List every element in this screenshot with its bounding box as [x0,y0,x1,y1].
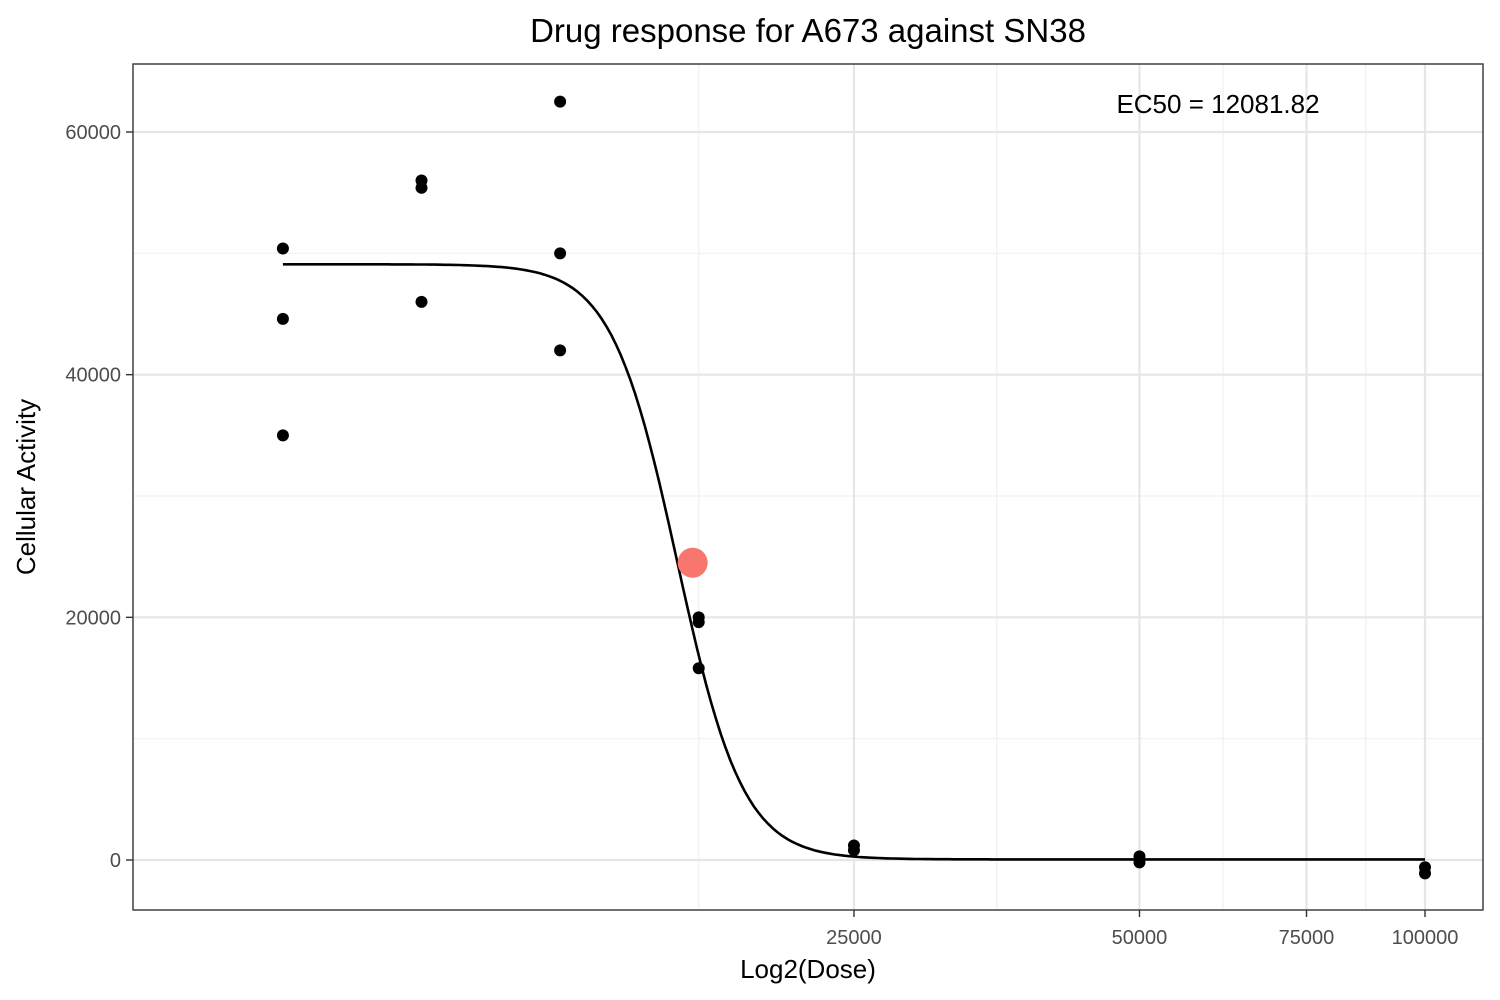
y-tick-label: 60000 [65,122,121,144]
plot-panel [132,63,1484,911]
y-tick-label: 40000 [65,365,121,387]
y-tick-label: 20000 [65,607,121,629]
y-tick-label: 0 [110,850,121,872]
grid-lines [133,64,1483,910]
x-tick-label: 100000 [1392,927,1459,949]
chart-title: Drug response for A673 against SN38 [530,12,1086,49]
data-point [554,95,567,108]
data-points [276,95,1431,880]
data-point [415,295,428,308]
data-point [692,662,705,675]
data-point [847,844,860,857]
data-point [554,247,567,260]
ec50-point [677,547,708,578]
data-point [692,616,705,629]
axis-ticks: 0 20000 40000 60000 25000 50000 75000 100000 [65,122,1458,949]
x-axis-title: Log2(Dose) [740,954,876,984]
fit-curve [282,263,1425,861]
x-tick-label: 50000 [1112,927,1168,949]
x-tick-label: 25000 [826,927,882,949]
data-point [415,181,428,194]
data-point [554,344,567,357]
ec50-annotation: EC50 = 12081.82 [1116,89,1319,119]
data-point [1133,856,1146,869]
data-point [276,242,289,255]
data-point [276,429,289,442]
data-point [276,312,289,325]
x-tick-label: 75000 [1279,927,1335,949]
y-axis-title: Cellular Activity [11,399,41,575]
data-point [1419,867,1431,880]
